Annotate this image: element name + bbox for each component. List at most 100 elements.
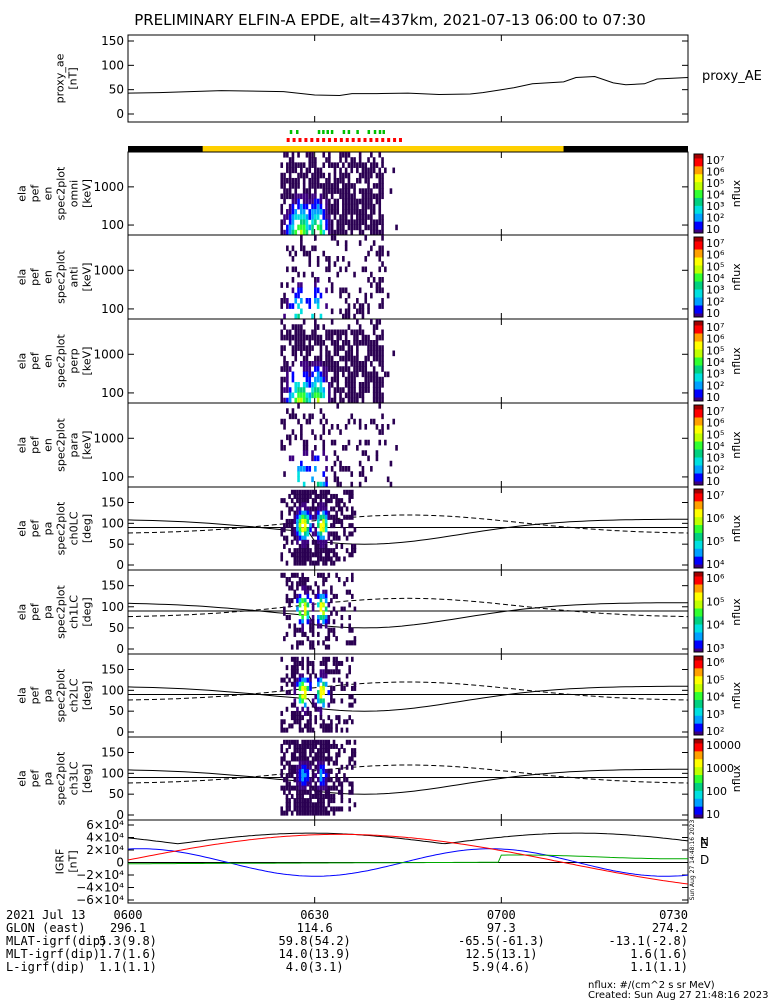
data-cell	[302, 392, 306, 399]
data-cell	[291, 203, 295, 210]
data-cell	[378, 387, 382, 393]
data-cell	[378, 152, 382, 158]
data-cell	[309, 727, 312, 733]
data-cell	[300, 162, 303, 168]
data-cell	[337, 806, 341, 812]
data-cell	[314, 361, 317, 367]
data-cell	[317, 615, 320, 621]
colorbar-step	[694, 667, 703, 671]
data-cell	[301, 615, 304, 621]
data-cell	[319, 198, 323, 205]
data-cell	[322, 361, 326, 367]
annotation-value: 274.2	[652, 921, 688, 935]
data-cell	[319, 382, 323, 388]
colorbar-step	[694, 169, 703, 173]
colorbar-step	[694, 201, 703, 204]
data-cell	[288, 739, 291, 745]
data-cell	[347, 350, 351, 357]
data-cell	[327, 535, 331, 541]
data-cell	[353, 376, 356, 383]
data-cell	[314, 706, 318, 712]
data-cell	[283, 376, 286, 383]
data-cell	[301, 514, 304, 520]
data-cell	[288, 340, 292, 346]
colorbar-step	[694, 719, 703, 722]
data-cell	[375, 162, 379, 168]
data-cell	[283, 324, 286, 330]
data-cell	[311, 476, 314, 483]
data-cell	[309, 760, 312, 766]
data-cell	[314, 172, 317, 179]
colorbar-step	[694, 217, 703, 220]
data-cell	[316, 455, 320, 462]
data-cell	[332, 785, 336, 791]
data-cell	[280, 376, 284, 383]
data-cell	[296, 585, 299, 591]
data-cell	[316, 298, 320, 304]
data-cell	[375, 282, 379, 288]
data-cell	[372, 376, 376, 383]
data-cell	[293, 681, 297, 687]
data-cell	[327, 552, 331, 558]
data-cell	[288, 177, 292, 184]
data-cell	[301, 560, 304, 566]
data-cell	[330, 319, 334, 325]
data-cell	[353, 387, 356, 393]
data-cell	[353, 748, 357, 754]
data-cell	[308, 167, 312, 174]
data-cell	[324, 502, 328, 508]
colorbar-step	[694, 494, 703, 498]
data-cell	[381, 188, 384, 194]
spin-marker	[316, 138, 320, 142]
colorbar-step	[694, 439, 703, 442]
colorbar-step	[694, 379, 703, 382]
data-cell	[288, 219, 292, 226]
colorbar-step	[694, 437, 703, 440]
y-tick-label: 0	[116, 856, 124, 870]
data-cell	[344, 193, 348, 200]
data-cell	[342, 193, 345, 200]
data-cell	[293, 631, 297, 637]
data-cell	[298, 768, 302, 774]
data-cell	[353, 752, 357, 758]
data-cell	[301, 785, 304, 791]
colorbar-step	[694, 770, 703, 774]
data-cell	[375, 371, 379, 378]
axis-label: ela	[16, 353, 29, 370]
colorbar-frame	[693, 153, 704, 234]
colorbar-step	[694, 259, 703, 262]
data-cell	[319, 340, 323, 346]
data-cell	[306, 739, 310, 745]
colorbar-step	[694, 189, 703, 193]
y-tick-label: 2×10⁴	[86, 843, 124, 857]
data-cell	[353, 334, 356, 341]
data-cell	[386, 424, 390, 430]
data-cell	[381, 193, 384, 200]
data-cell	[297, 292, 300, 299]
data-cell	[330, 777, 333, 783]
data-cell	[344, 172, 348, 179]
data-cell	[311, 748, 315, 754]
colorbar-step	[694, 167, 703, 171]
loss-cone-curve	[127, 768, 688, 795]
data-cell	[335, 531, 338, 537]
data-cell	[372, 224, 376, 231]
data-cell	[322, 376, 326, 383]
colorbar-tick-label: 10²	[706, 725, 724, 738]
data-cell	[303, 785, 307, 791]
colorbar-step	[694, 241, 703, 244]
data-cell	[294, 292, 298, 299]
data-cell	[367, 371, 370, 378]
data-cell	[308, 193, 312, 200]
data-cell	[351, 493, 354, 499]
colorbar-step	[694, 566, 703, 569]
data-cell	[296, 572, 299, 578]
data-cell	[301, 768, 304, 774]
data-cell	[378, 392, 382, 399]
data-cell	[327, 514, 331, 520]
colorbar-step	[694, 289, 703, 292]
data-cell	[378, 397, 382, 404]
data-cell	[337, 535, 341, 541]
data-cell	[350, 167, 354, 174]
